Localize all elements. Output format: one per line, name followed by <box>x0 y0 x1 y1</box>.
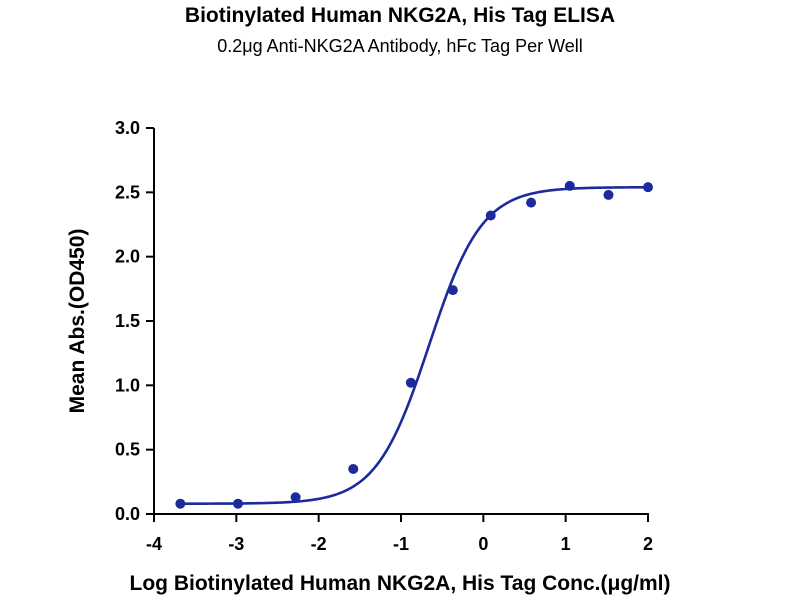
axes: 0.0 0.5 1.0 1.5 2.0 2.5 3.0 -4 -3 -2 -1 0 1 2 <box>115 118 653 554</box>
y-axis-label: Mean Abs.(OD450) <box>66 229 89 414</box>
data-point <box>175 498 186 509</box>
data-point <box>643 182 653 193</box>
data-point <box>526 197 537 208</box>
data-point <box>405 377 416 388</box>
y-tick-label: 2.5 <box>115 182 140 202</box>
fit-curve-layer <box>180 185 649 505</box>
data-point <box>564 180 575 191</box>
data-points-layer <box>175 180 653 509</box>
fit-curve <box>180 185 649 505</box>
y-tick-label: 3.0 <box>115 118 140 138</box>
x-tick-label: -2 <box>311 534 327 554</box>
x-tick-label: 1 <box>561 534 571 554</box>
y-tick-label: 1.0 <box>115 375 140 395</box>
data-point <box>290 492 301 503</box>
chart-subtitle: 0.2μg Anti-NKG2A Antibody, hFc Tag Per W… <box>217 36 583 56</box>
x-tick-label: -1 <box>393 534 409 554</box>
y-tick-label: 0.0 <box>115 504 140 524</box>
y-tick-label: 1.5 <box>115 311 140 331</box>
x-tick-label: 0 <box>478 534 488 554</box>
y-tick-label: 0.5 <box>115 440 140 460</box>
chart-title: Biotinylated Human NKG2A, His Tag ELISA <box>184 4 616 27</box>
data-point <box>603 189 614 200</box>
x-tick-label: 2 <box>643 534 653 554</box>
data-point <box>447 285 458 296</box>
data-point <box>232 498 243 509</box>
data-point <box>348 463 359 474</box>
x-tick-label: -3 <box>228 534 244 554</box>
x-axis-label: Log Biotinylated Human NKG2A, His Tag Co… <box>130 572 671 595</box>
y-tick-label: 2.0 <box>115 247 140 267</box>
data-point <box>485 210 496 221</box>
x-tick-label: -4 <box>146 534 162 554</box>
